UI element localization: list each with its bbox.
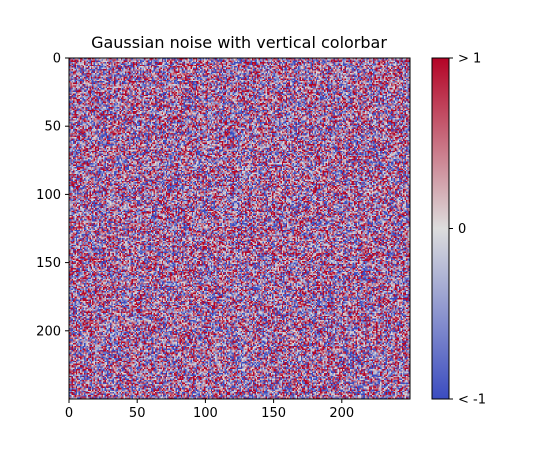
colorbar-tick-label: > 1 <box>458 52 481 67</box>
heatmap-image <box>69 58 410 399</box>
plot-area <box>68 57 411 400</box>
y-tick-label: 150 <box>36 256 61 271</box>
colorbar-ticks: < -1 0 > 1 <box>449 52 486 408</box>
x-tick-label: 50 <box>129 406 146 421</box>
y-axis: 0 50 100 150 200 <box>36 52 69 339</box>
y-tick-label: 200 <box>36 324 61 339</box>
y-tick-label: 100 <box>36 188 61 203</box>
x-tick-label: 0 <box>65 406 73 421</box>
axes-frame <box>68 57 411 400</box>
colorbar-gradient <box>431 57 450 400</box>
x-axis: 0 50 100 150 200 <box>65 399 354 421</box>
x-tick-label: 100 <box>193 406 218 421</box>
y-tick-label: 0 <box>53 52 61 67</box>
chart-title: Gaussian noise with vertical colorbar <box>91 33 387 52</box>
colorbar-tick-label: < -1 <box>458 393 486 408</box>
colorbar-tick-label: 0 <box>458 222 466 237</box>
x-tick-label: 200 <box>329 406 354 421</box>
colorbar: < -1 0 > 1 <box>431 52 486 408</box>
y-tick-label: 50 <box>44 120 61 135</box>
x-tick-label: 150 <box>261 406 286 421</box>
